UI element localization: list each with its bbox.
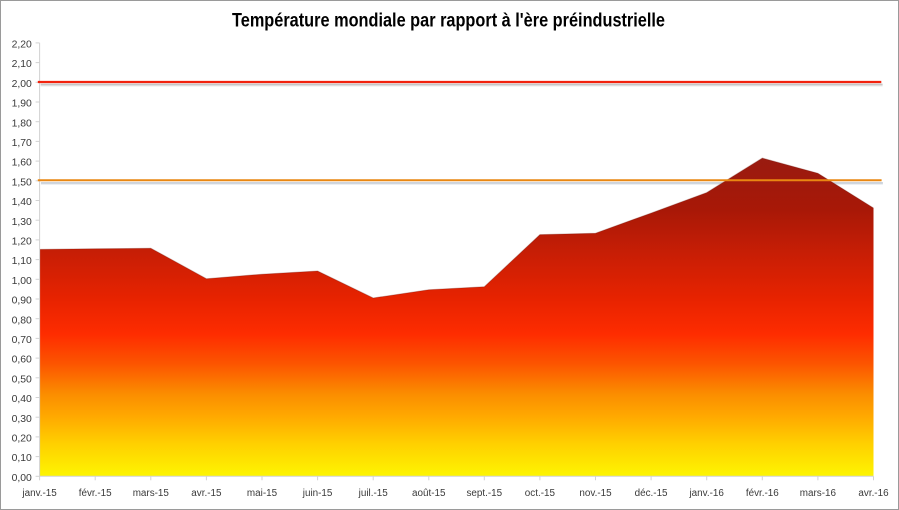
svg-text:mai-15: mai-15 — [247, 488, 278, 499]
svg-text:mars-15: mars-15 — [133, 488, 170, 499]
svg-text:déc.-15: déc.-15 — [635, 488, 668, 499]
svg-text:avr.-16: avr.-16 — [858, 488, 889, 499]
svg-text:1,60: 1,60 — [12, 158, 32, 169]
svg-text:0,90: 0,90 — [12, 296, 32, 307]
svg-text:sept.-15: sept.-15 — [466, 488, 502, 499]
svg-text:0,50: 0,50 — [12, 374, 32, 385]
svg-text:Température mondiale par rappo: Température mondiale par rapport à l'ère… — [232, 9, 665, 31]
svg-text:janv.-15: janv.-15 — [21, 488, 57, 499]
svg-text:janv.-16: janv.-16 — [688, 488, 724, 499]
svg-text:1,30: 1,30 — [12, 217, 32, 228]
svg-text:0,20: 0,20 — [12, 434, 32, 445]
svg-text:1,10: 1,10 — [12, 256, 32, 267]
svg-text:2,00: 2,00 — [12, 79, 32, 90]
svg-text:1,00: 1,00 — [12, 276, 32, 287]
svg-text:1,80: 1,80 — [12, 118, 32, 129]
svg-text:1,90: 1,90 — [12, 99, 32, 110]
svg-text:févr.-15: févr.-15 — [79, 488, 112, 499]
svg-text:juil.-15: juil.-15 — [358, 488, 389, 499]
svg-text:mars-16: mars-16 — [800, 488, 837, 499]
svg-text:0,40: 0,40 — [12, 394, 32, 405]
svg-text:1,50: 1,50 — [12, 177, 32, 188]
svg-text:0,70: 0,70 — [12, 335, 32, 346]
svg-text:avr.-15: avr.-15 — [191, 488, 222, 499]
svg-text:0,00: 0,00 — [12, 473, 32, 484]
svg-text:août-15: août-15 — [412, 488, 446, 499]
svg-text:oct.-15: oct.-15 — [525, 488, 556, 499]
svg-text:1,70: 1,70 — [12, 138, 32, 149]
svg-text:0,30: 0,30 — [12, 414, 32, 425]
svg-text:nov.-15: nov.-15 — [579, 488, 612, 499]
svg-text:2,20: 2,20 — [12, 40, 32, 51]
svg-text:févr.-16: févr.-16 — [746, 488, 779, 499]
svg-text:0,80: 0,80 — [12, 315, 32, 326]
svg-text:0,60: 0,60 — [12, 355, 32, 366]
svg-text:0,10: 0,10 — [12, 453, 32, 464]
svg-text:1,20: 1,20 — [12, 237, 32, 248]
svg-text:juin-15: juin-15 — [302, 488, 333, 499]
svg-text:2,10: 2,10 — [12, 59, 32, 70]
svg-text:1,40: 1,40 — [12, 197, 32, 208]
